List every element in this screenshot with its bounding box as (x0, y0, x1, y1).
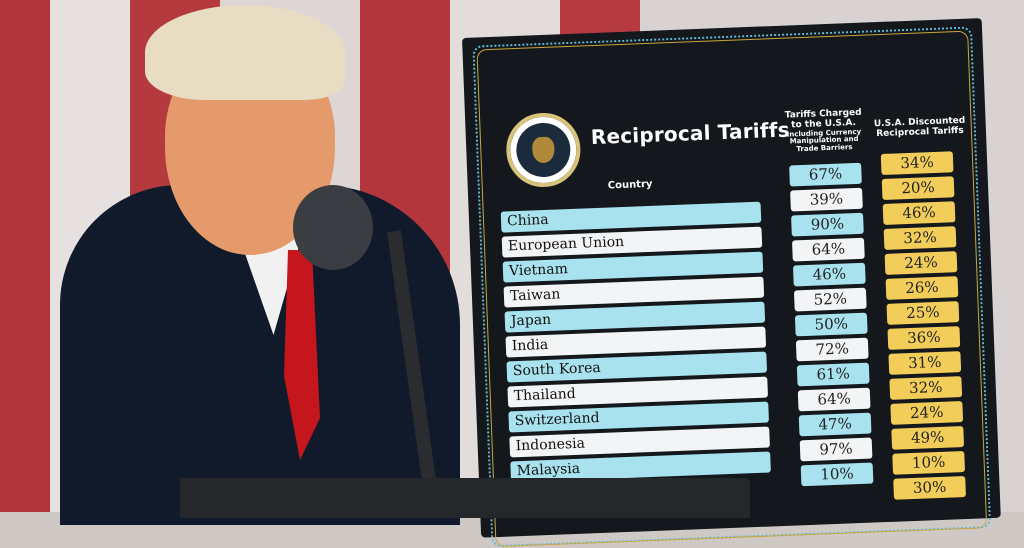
charged-cell: 64% (792, 237, 865, 262)
header-charged-sub: Including Currency Manipulation and Trad… (786, 127, 862, 154)
header-country: Country (607, 178, 653, 192)
charged-cell: 46% (792, 262, 866, 287)
discounted-cell: 36% (887, 326, 961, 350)
discounted-cell: 34% (880, 151, 954, 175)
speaker-hair (145, 5, 345, 100)
discounted-cell: 46% (882, 201, 956, 225)
charged-cell: 10% (800, 462, 874, 487)
charged-cell: 50% (794, 312, 868, 337)
discounted-cell: 24% (890, 401, 964, 425)
charged-cell: 90% (791, 212, 864, 237)
discounted-cell: 24% (884, 251, 958, 275)
discounted-cell: 26% (885, 276, 959, 300)
header-charged: Tariffs Charged to the U.S.A. Including C… (781, 107, 867, 155)
charged-cell: 64% (797, 387, 871, 412)
microphone (293, 185, 373, 270)
discounted-cell: 20% (881, 176, 955, 200)
header-charged-text: Tariffs Charged to the U.S.A. (784, 107, 862, 131)
tariff-board: Reciprocal Tariffs Country Tariffs Charg… (462, 18, 1001, 548)
header-discounted: U.S.A. Discounted Reciprocal Tariffs (873, 115, 966, 140)
charged-cell: 52% (793, 287, 867, 312)
discounted-cell: 30% (893, 476, 966, 500)
discounted-cell: 25% (886, 301, 960, 325)
flag-stripe-red (0, 0, 50, 512)
charged-cell: 61% (796, 362, 870, 387)
discounted-cell: 32% (883, 226, 957, 250)
discounted-cell: 31% (888, 351, 962, 375)
charged-cell: 72% (795, 337, 869, 362)
discounted-cell: 10% (892, 451, 966, 475)
charged-cell: 47% (798, 412, 872, 437)
discounted-cell: 49% (891, 426, 965, 450)
podium (180, 478, 750, 518)
charged-cell: 39% (790, 187, 863, 212)
charged-cell: 67% (789, 162, 862, 187)
charged-cell: 97% (799, 437, 873, 462)
discounted-cell: 32% (889, 376, 963, 400)
